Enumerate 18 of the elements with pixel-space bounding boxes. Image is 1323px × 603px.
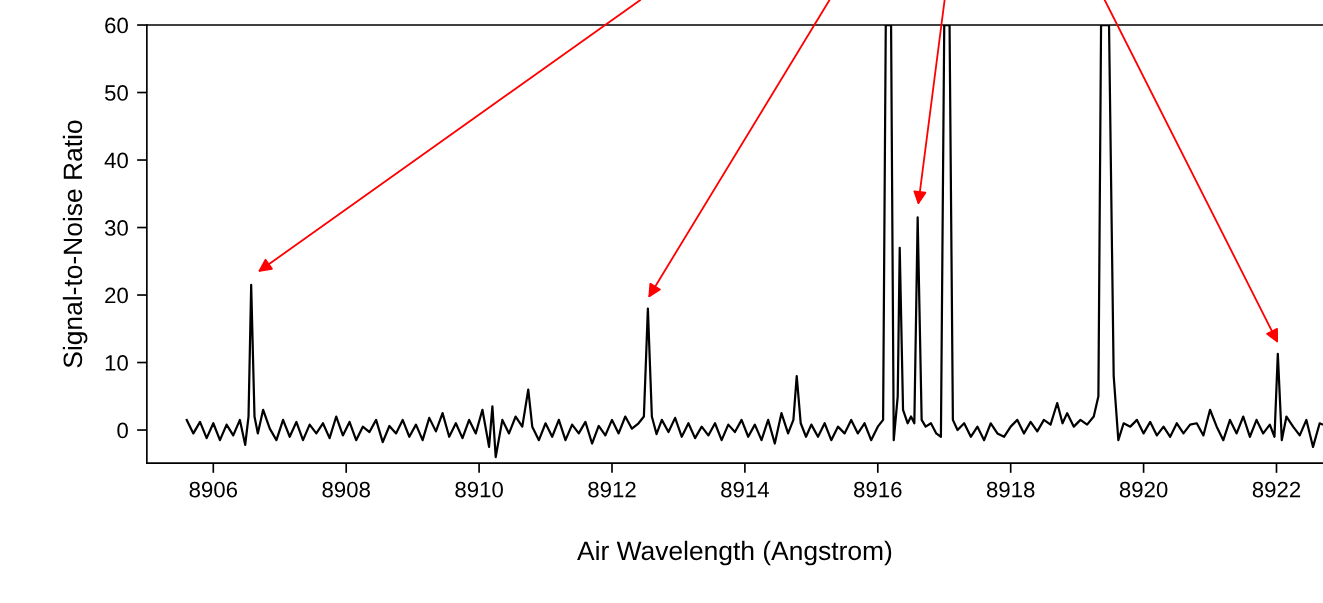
x-tick-label: 8914: [721, 481, 769, 498]
y-tick-label: 30: [104, 220, 128, 236]
y-tick-label: 20: [105, 287, 128, 304]
y-tick-label: 10: [105, 355, 128, 371]
y-tick-label: 40: [104, 152, 128, 169]
x-axis-title: Air Wavelength (Angstrom): [577, 540, 892, 566]
y-tick-label: 0: [117, 422, 128, 439]
x-tick-label: 8912: [588, 481, 636, 498]
x-tick-label: 8918: [986, 481, 1035, 498]
y-tick-label: 50: [104, 85, 128, 101]
y-axis-title: Signal-to-Noise Ratio: [62, 120, 88, 368]
y-tick-label: 60: [105, 17, 128, 34]
x-tick-label: 8916: [854, 481, 902, 498]
x-tick-label: 8920: [1119, 481, 1168, 498]
x-tick-label: 8922: [1252, 481, 1301, 498]
x-tick-label: 8908: [322, 481, 370, 498]
x-tick-label: 8910: [455, 481, 503, 498]
x-tick-label: 8906: [189, 481, 238, 498]
